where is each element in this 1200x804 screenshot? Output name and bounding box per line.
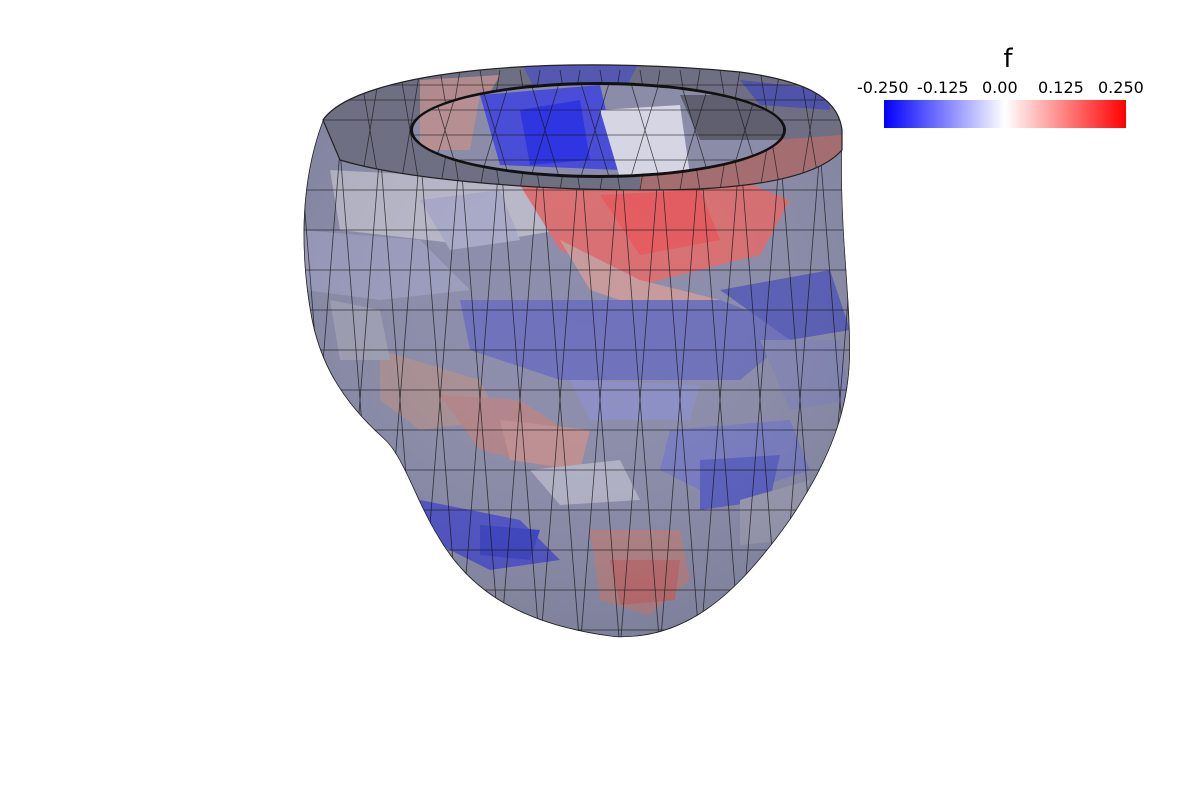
scalar-color-bar bbox=[884, 100, 1126, 128]
scalar-bar-title: f bbox=[1003, 44, 1013, 74]
tick-label: -0.250 bbox=[857, 78, 909, 97]
tick-label: 0.00 bbox=[982, 78, 1018, 97]
mesh-rim bbox=[322, 64, 843, 191]
tick-label: 0.250 bbox=[1098, 78, 1144, 97]
tick-label: 0.125 bbox=[1038, 78, 1084, 97]
tick-label: -0.125 bbox=[917, 78, 969, 97]
mesh-body bbox=[303, 120, 850, 638]
scalar-bar-tick-labels: -0.250 -0.125 0.00 0.125 0.250 bbox=[850, 80, 1150, 100]
